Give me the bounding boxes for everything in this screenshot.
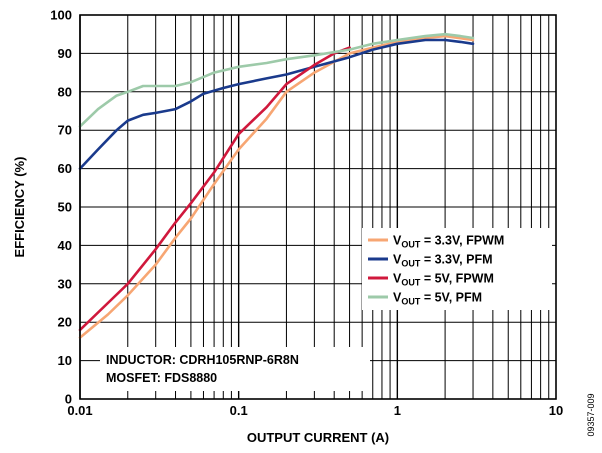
series-line-4 xyxy=(78,32,475,128)
y-tick-label: 40 xyxy=(58,238,72,253)
y-tick-label: 30 xyxy=(58,276,72,291)
legend-label-2: VOUT = 3.3V, PFM xyxy=(393,253,493,269)
legend: VOUT = 3.3V, FPWM VOUT = 3.3V, PFM VOUT = … xyxy=(362,228,552,310)
annotation-inductor: INDUCTOR: CDRH105RNP-6R8N xyxy=(106,353,299,367)
x-tick-label: 0.1 xyxy=(230,403,248,418)
series-line-3 xyxy=(78,46,351,332)
x-axis-label: OUTPUT CURRENT (A) xyxy=(247,430,389,445)
series-line-1 xyxy=(78,34,475,339)
x-tick-label: 1 xyxy=(394,403,401,418)
y-tick-label: 20 xyxy=(58,315,72,330)
y-tick-label: 0 xyxy=(65,392,72,407)
x-tick-label: 10 xyxy=(549,403,563,418)
y-tick-label: 90 xyxy=(58,46,72,61)
legend-background xyxy=(362,228,552,310)
series-line-2 xyxy=(78,38,475,170)
legend-label-3: VOUT = 5V, FPWM xyxy=(393,272,494,288)
annotation-mosfet: MOSFET: FDS8880 xyxy=(106,371,217,385)
plot-frame xyxy=(79,14,557,400)
y-axis-label: EFFICIENCY (%) xyxy=(12,157,27,258)
tick-labels: 0 10 20 30 40 50 60 70 80 90 100 0.01 0.1 1 10 xyxy=(50,8,563,419)
legend-label-1: VOUT = 3.3V, FPWM xyxy=(393,234,504,250)
y-tick-label: 60 xyxy=(58,161,72,176)
y-tick-label: 100 xyxy=(50,8,72,23)
y-tick-label: 10 xyxy=(58,353,72,368)
legend-label-4: VOUT = 5V, PFM xyxy=(393,291,482,307)
annotation-box: INDUCTOR: CDRH105RNP-6R8N MOSFET: FDS888… xyxy=(100,347,370,391)
y-tick-label: 70 xyxy=(58,123,72,138)
figure-id: 09357-009 xyxy=(586,393,596,436)
series-lines xyxy=(78,32,475,339)
annotation-background xyxy=(100,347,370,391)
y-tick-label: 80 xyxy=(58,84,72,99)
x-tick-label: 0.01 xyxy=(67,403,92,418)
y-tick-label: 50 xyxy=(58,200,72,215)
